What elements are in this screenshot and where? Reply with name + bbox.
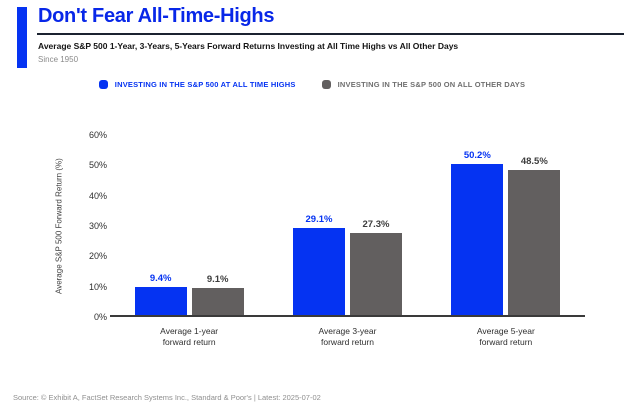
bar-0-0 [134, 286, 187, 315]
bar-1-0 [191, 287, 244, 315]
source-attribution: Source: © Exhibit A, FactSet Research Sy… [13, 393, 321, 402]
bar-group-0: 9.4% 9.1% [134, 135, 244, 315]
y-tick-label: 60% [88, 130, 107, 140]
legend-marker-icon [321, 80, 331, 89]
y-tick-label: 30% [88, 221, 107, 231]
y-axis-title: Average S&P 500 Forward Return (%) [54, 158, 64, 294]
bar-column: 50.2% [451, 135, 504, 315]
bar-value-label: 9.4% [149, 272, 172, 284]
bar-value-label: 9.1% [206, 273, 229, 285]
x-axis-categories: Average 1-year forward return Average 3-y… [110, 326, 585, 349]
bar-1-1 [349, 233, 402, 315]
plot-area: 9.4% 9.1% 29.1% 27.3% 50.2% 48.5% [110, 135, 585, 317]
y-tick-label: 40% [88, 190, 107, 201]
bar-group-2: 50.2% 48.5% [451, 135, 561, 315]
y-tick-label: 10% [88, 281, 107, 292]
bar-1-2 [508, 169, 561, 315]
header-divider [37, 33, 624, 35]
bar-value-label: 27.3% [362, 219, 390, 231]
bar-value-label: 48.5% [520, 155, 548, 167]
bar-value-label: 50.2% [463, 150, 491, 162]
legend-label: INVESTING IN THE S&P 500 AT ALL TIME HIG… [114, 80, 296, 89]
x-category-label: Average 1-year forward return [160, 326, 219, 348]
bar-value-label: 29.1% [305, 213, 333, 225]
bar-column: 9.4% [134, 135, 187, 315]
bar-0-1 [292, 227, 345, 315]
x-category-label: Average 3-year forward return [318, 326, 377, 348]
legend-item-0: INVESTING IN THE S&P 500 AT ALL TIME HIG… [98, 80, 296, 89]
title-accent-bar [17, 7, 27, 68]
chart-subtitle: Average S&P 500 1-Year, 3-Years, 5-Years… [38, 41, 459, 51]
bar-column: 27.3% [349, 135, 402, 315]
bar-0-2 [451, 164, 504, 315]
bar-column: 9.1% [191, 135, 244, 315]
y-axis-ticks: 60% 50% 40% 30% 20% 10% 0% [70, 130, 107, 322]
x-category-label: Average 5-year forward return [476, 326, 535, 348]
bar-group-1: 29.1% 27.3% [292, 135, 402, 315]
y-tick-label: 20% [88, 251, 107, 262]
bar-column: 48.5% [508, 135, 561, 315]
y-tick-label: 0% [93, 312, 107, 322]
y-tick-label: 50% [88, 160, 107, 171]
legend-label: INVESTING IN THE S&P 500 ON ALL OTHER DA… [337, 80, 526, 89]
chart-legend: INVESTING IN THE S&P 500 AT ALL TIME HIG… [0, 80, 624, 89]
page-title: Don't Fear All-Time-Highs [38, 5, 275, 27]
bar-column: 29.1% [292, 135, 345, 315]
legend-item-1: INVESTING IN THE S&P 500 ON ALL OTHER DA… [321, 80, 526, 89]
legend-marker-icon [98, 80, 108, 89]
chart-period: Since 1950 [38, 55, 79, 64]
